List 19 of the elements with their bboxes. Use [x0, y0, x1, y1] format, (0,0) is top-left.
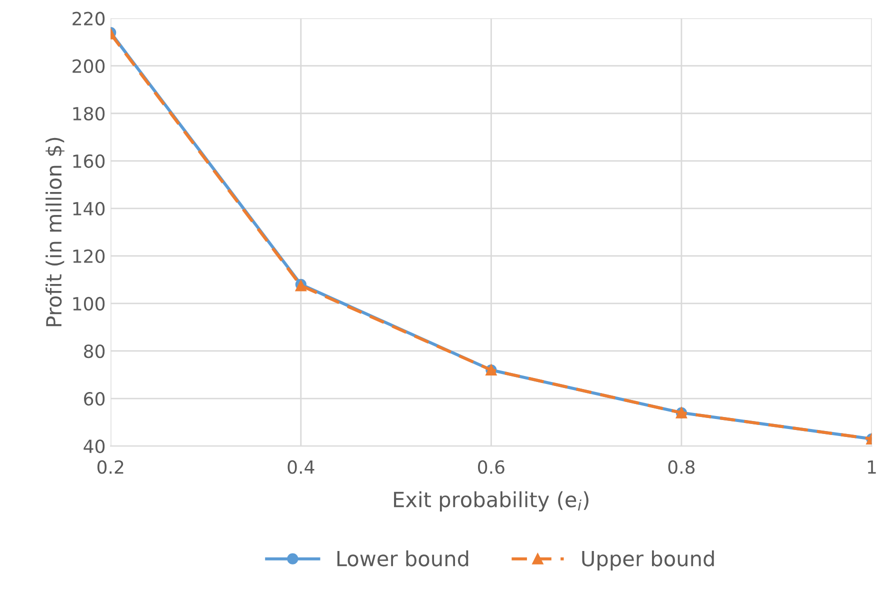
- y-tick-label: 220: [72, 12, 105, 26]
- y-axis-title: Profit (in million $): [46, 138, 64, 326]
- y-tick-label: 200: [72, 59, 105, 73]
- legend-label: Lower bound: [337, 550, 468, 566]
- x-tick-label: 0.2: [97, 460, 124, 474]
- y-tick-label: 80: [84, 344, 105, 358]
- x-tick-label: 0.4: [288, 460, 314, 474]
- x-tick-label: 1: [868, 460, 876, 474]
- y-tick-label: 40: [84, 439, 105, 454]
- y-tick-label: 60: [84, 392, 105, 406]
- legend-label: Upper bound: [582, 550, 714, 570]
- y-tick-label: 120: [73, 249, 105, 264]
- x-tick-label: 0.6: [478, 460, 504, 474]
- x-axis-title: Exit probability (e$_{i}$): [394, 491, 588, 512]
- y-tick-label: 160: [73, 154, 105, 168]
- y-tick-label: 180: [73, 106, 105, 120]
- y-tick-label: 140: [73, 202, 105, 216]
- x-tick-label: 0.8: [668, 460, 695, 474]
- y-tick-label: 100: [73, 296, 105, 311]
